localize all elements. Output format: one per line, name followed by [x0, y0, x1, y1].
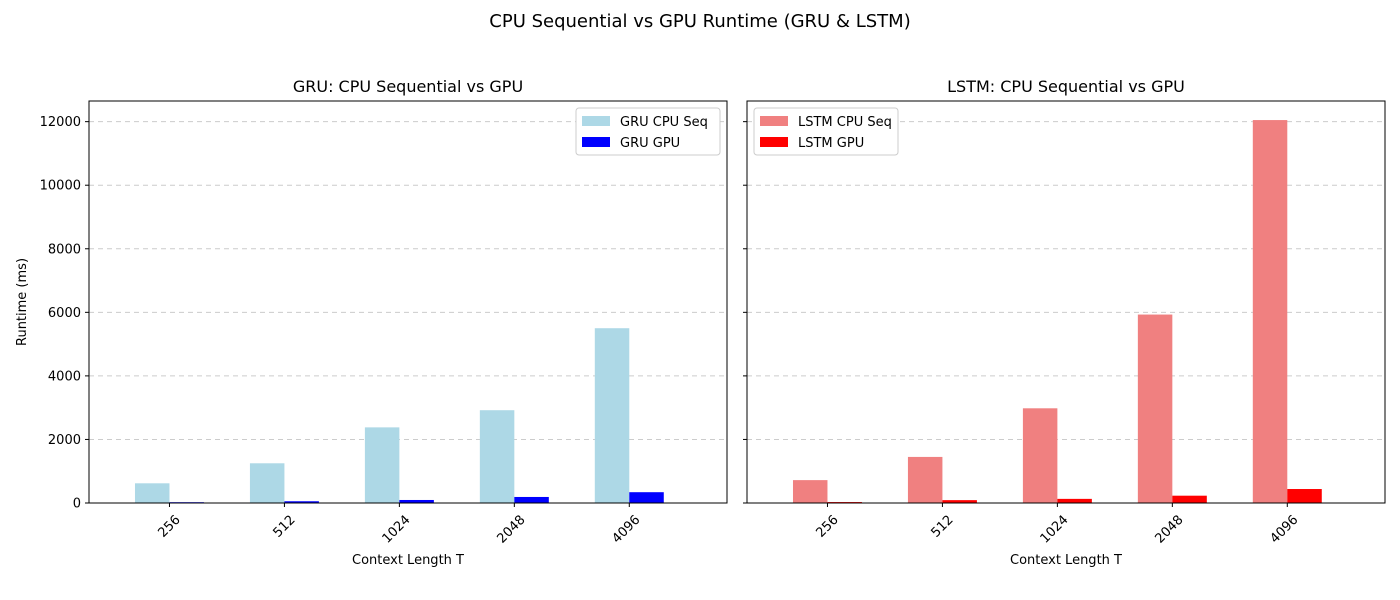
legend-swatch — [582, 137, 610, 147]
bar-lstm-gpu-1024 — [1057, 498, 1092, 503]
x-tick-label: 256 — [155, 513, 183, 541]
bar-gru-gpu-512 — [284, 501, 319, 503]
bar-lstm-cpu-seq-256 — [792, 480, 828, 503]
plot-frame — [88, 100, 728, 504]
legend: GRU CPU Seq GRU GPU — [575, 107, 721, 156]
y-tick-label: 0 — [73, 497, 81, 512]
y-tick-label: 6000 — [48, 306, 81, 321]
legend-swatch — [760, 116, 788, 126]
legend-label: GRU CPU Seq — [620, 115, 708, 130]
chart-title: GRU: CPU Sequential vs GPU — [293, 77, 523, 96]
plot-frame — [746, 100, 1386, 504]
legend-box — [753, 107, 899, 156]
legend-label: GRU GPU — [620, 136, 680, 151]
x-tick-label: 512 — [928, 513, 956, 541]
bar-lstm-cpu-seq-2048 — [1137, 314, 1173, 503]
bar-gru-cpu-seq-1024 — [364, 427, 400, 503]
y-tick-label: 2000 — [48, 433, 81, 448]
legend: LSTM CPU Seq LSTM GPU — [753, 107, 899, 156]
bar-gru-gpu-4096 — [629, 492, 664, 503]
bar-lstm-cpu-seq-512 — [907, 456, 943, 503]
x-tick-label: 1024 — [1038, 513, 1072, 547]
chart-title: LSTM: CPU Sequential vs GPU — [947, 77, 1185, 96]
bar-lstm-cpu-seq-4096 — [1252, 120, 1288, 503]
x-axis-label: Context Length T — [352, 553, 464, 568]
x-tick-label: 1024 — [380, 513, 414, 547]
bar-lstm-gpu-2048 — [1172, 495, 1207, 503]
y-tick-label: 8000 — [48, 242, 81, 257]
y-axis-label: Runtime (ms) — [15, 258, 30, 346]
x-tick-label: 256 — [813, 513, 841, 541]
bar-gru-cpu-seq-512 — [249, 463, 285, 503]
figure-title: CPU Sequential vs GPU Runtime (GRU & LST… — [489, 11, 910, 32]
x-tick-label: 2048 — [495, 513, 529, 547]
bar-lstm-gpu-512 — [942, 500, 977, 503]
bar-gru-gpu-2048 — [514, 496, 549, 503]
x-tick-label: 4096 — [609, 513, 643, 547]
x-axis-label: Context Length T — [1010, 553, 1122, 568]
chart-panel-1: 0 2000 4000 6000 8000 10000 12000 256 512 1024 204… — [15, 77, 728, 568]
legend-label: LSTM CPU Seq — [798, 115, 892, 130]
x-tick-label: 4096 — [1267, 513, 1301, 547]
y-tick-label: 12000 — [40, 115, 81, 130]
chart-panels: 0 2000 4000 6000 8000 10000 12000 256 512 1024 204… — [15, 77, 1386, 568]
legend-swatch — [582, 116, 610, 126]
chart-panel-2: 256 512 1024 2048 4096 LSTM: CPU Sequential v… — [743, 77, 1386, 568]
x-tick-label: 2048 — [1153, 513, 1187, 547]
legend-label: LSTM GPU — [798, 136, 864, 151]
bar-gru-cpu-seq-256 — [134, 483, 170, 503]
legend-swatch — [760, 137, 788, 147]
bar-lstm-cpu-seq-1024 — [1022, 408, 1058, 503]
bar-lstm-gpu-4096 — [1287, 489, 1322, 503]
legend-box — [575, 107, 721, 156]
bar-gru-cpu-seq-4096 — [594, 328, 630, 503]
bar-gru-gpu-1024 — [399, 499, 434, 503]
bar-gru-cpu-seq-2048 — [479, 410, 515, 503]
y-tick-label: 4000 — [48, 369, 81, 384]
y-tick-label: 10000 — [40, 179, 81, 194]
x-tick-label: 512 — [270, 513, 298, 541]
